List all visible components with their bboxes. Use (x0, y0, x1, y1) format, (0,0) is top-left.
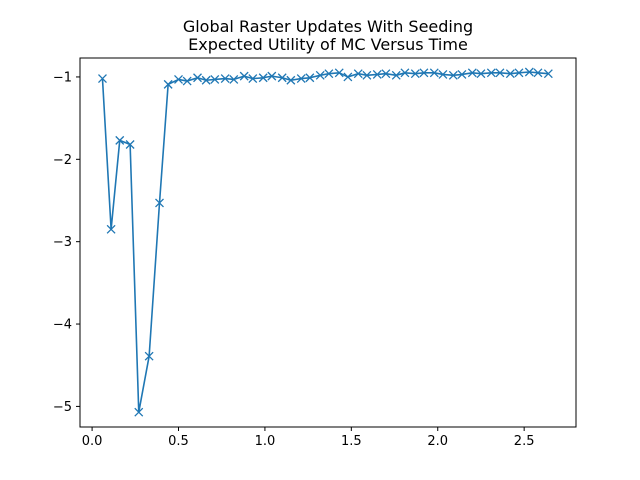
data-point-marker (476, 69, 486, 79)
data-point-marker (505, 69, 515, 79)
data-point-marker (125, 140, 135, 149)
data-point-marker (457, 70, 467, 79)
data-point-marker (448, 70, 458, 80)
data-point-marker (155, 198, 164, 208)
data-point-marker (315, 70, 325, 80)
data-point-marker (258, 73, 268, 83)
data-point-marker (543, 69, 553, 79)
data-point-marker (400, 68, 410, 78)
x-tick-label: 1.0 (255, 434, 276, 449)
data-point-marker (144, 351, 154, 361)
data-point-marker (343, 72, 353, 82)
data-point-marker (362, 70, 372, 80)
data-point-marker (324, 69, 334, 79)
x-tick-label: 1.5 (341, 434, 362, 449)
data-point-marker (296, 74, 306, 84)
y-tick-label: −4 (53, 318, 72, 333)
y-tick-label: −1 (53, 70, 72, 85)
data-point-marker (305, 73, 315, 83)
data-point-marker (524, 67, 534, 77)
data-point-marker (391, 70, 401, 80)
y-tick-label: −2 (53, 153, 72, 168)
x-tick-label: 2.0 (427, 434, 448, 449)
data-point-marker (201, 75, 211, 85)
data-point-marker (334, 68, 344, 78)
data-point-marker (286, 75, 296, 85)
data-point-marker (163, 79, 173, 89)
chart-title-line-2: Expected Utility of MC Versus Time (188, 35, 468, 54)
plot-area (98, 67, 553, 417)
data-point-marker (438, 70, 448, 79)
data-point-marker (239, 71, 249, 81)
data-point-marker (495, 68, 505, 78)
data-point-marker (467, 68, 477, 78)
chart-title-line-1: Global Raster Updates With Seeding (183, 17, 473, 36)
axes: 0.0 0.5 1.0 1.5 2.0 2.5 −1 −2 −3 −4 −5 (53, 57, 577, 449)
data-point-marker (193, 73, 202, 83)
data-point-marker (277, 73, 287, 83)
x-tick-label: 2.5 (514, 434, 535, 449)
data-point-marker (210, 74, 220, 84)
data-point-marker (486, 68, 496, 78)
data-point-marker (514, 68, 524, 78)
data-point-marker (98, 74, 107, 84)
data-point-marker (106, 224, 116, 234)
data-point-marker (381, 69, 391, 79)
data-point-marker (115, 135, 125, 145)
data-point-marker (134, 407, 144, 417)
data-point-marker (410, 69, 420, 79)
data-point-marker (419, 68, 429, 78)
data-point-marker (533, 68, 543, 78)
data-point-marker (372, 70, 382, 79)
data-point-marker (248, 74, 258, 84)
y-tick-label: −3 (53, 235, 72, 250)
data-point-marker (229, 74, 239, 84)
data-point-marker (174, 74, 183, 84)
x-tick-label: 0.0 (82, 434, 103, 449)
y-tick-label: −5 (53, 400, 72, 415)
data-point-marker (267, 71, 277, 81)
data-point-marker (353, 69, 363, 79)
data-point-marker (429, 68, 439, 78)
data-point-marker (182, 76, 192, 86)
plot-frame (79, 57, 577, 428)
x-tick-label: 0.5 (168, 434, 189, 449)
data-point-marker (220, 74, 230, 84)
